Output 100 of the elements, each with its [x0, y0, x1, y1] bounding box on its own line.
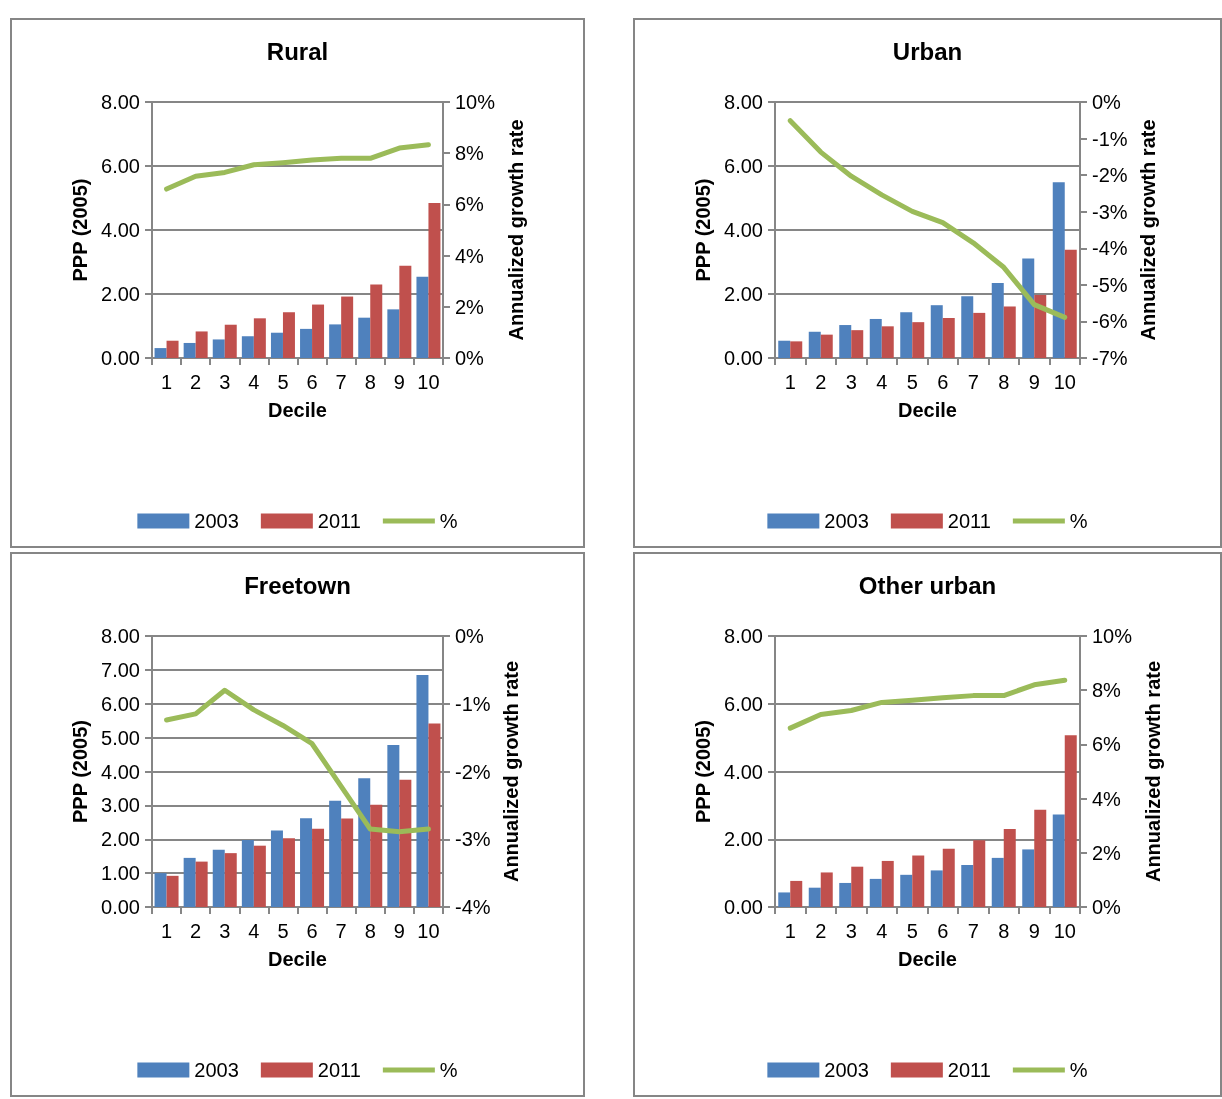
y2-tick-label: 4%	[455, 244, 485, 267]
x-tick-label: 8	[364, 920, 376, 942]
bar	[428, 723, 441, 907]
bar	[341, 296, 354, 358]
x-tick-label: 6	[306, 920, 318, 942]
bar	[241, 839, 254, 907]
y-tick-label: 1.00	[101, 862, 140, 885]
bar	[991, 283, 1004, 358]
x-tick-label: 7	[335, 920, 347, 942]
y-axis-title: PPP (2005)	[69, 719, 91, 824]
y2-tick-label: -1%	[455, 692, 491, 715]
bar	[300, 328, 313, 358]
bar	[387, 745, 400, 907]
bar	[930, 305, 943, 358]
y-tick-label: 2.00	[101, 283, 140, 305]
x-tick-label: 9	[1028, 920, 1040, 942]
bar	[961, 296, 974, 358]
bar	[282, 312, 295, 358]
y-tick-label: 6.00	[101, 692, 140, 715]
bar	[778, 892, 791, 907]
bar	[1034, 294, 1047, 358]
y2-tick-label: 2%	[1092, 841, 1122, 864]
bar	[1052, 182, 1065, 358]
y-tick-label: 2.00	[724, 283, 763, 305]
y2-tick-label: -4%	[455, 896, 491, 918]
y-tick-label: 0.00	[724, 347, 763, 369]
bar	[869, 878, 882, 907]
y2-tick-label: 0%	[455, 625, 485, 647]
x-tick-label: 9	[393, 371, 405, 393]
bar	[329, 324, 342, 358]
bar	[973, 312, 986, 358]
x-tick-label: 3	[845, 371, 857, 393]
x-tick-label: 1	[784, 371, 796, 393]
y-tick-label: 4.00	[724, 219, 763, 241]
bar	[399, 265, 412, 358]
chart-title: Rural	[266, 37, 329, 65]
y-tick-label: 2.00	[101, 828, 140, 851]
x-tick-label: 8	[998, 371, 1010, 393]
bar	[1064, 249, 1077, 358]
y2-tick-label: 2%	[455, 295, 485, 318]
x-tick-label: 3	[219, 920, 231, 942]
y-tick-label: 4.00	[101, 760, 140, 783]
y-tick-label: 6.00	[101, 155, 140, 177]
bar	[1064, 735, 1077, 907]
bar	[224, 853, 237, 907]
x-axis-title: Decile	[898, 948, 957, 970]
bar	[183, 342, 196, 358]
y-tick-label: 7.00	[101, 658, 140, 681]
x-tick-label: 9	[393, 920, 405, 942]
x-tick-label: 4	[876, 920, 888, 942]
legend-label: %	[439, 510, 458, 532]
bar	[195, 861, 208, 907]
bar	[341, 818, 354, 907]
bar	[1022, 258, 1035, 358]
x-tick-label: 10	[1053, 371, 1076, 393]
bar	[912, 855, 925, 907]
bar	[808, 887, 821, 907]
y-tick-label: 4.00	[724, 760, 763, 783]
y2-tick-label: 8%	[1092, 679, 1122, 702]
x-tick-label: 5	[906, 920, 918, 942]
legend-label: 2011	[317, 1059, 361, 1081]
x-tick-label: 3	[845, 920, 857, 942]
x-tick-label: 5	[277, 371, 289, 393]
x-tick-label: 1	[784, 920, 796, 942]
y-tick-label: 0.00	[101, 896, 140, 918]
x-tick-label: 2	[815, 371, 827, 393]
bar	[881, 326, 894, 358]
y2-tick-label: 6%	[455, 193, 485, 216]
chart-title: Urban	[892, 37, 963, 65]
bar	[154, 873, 167, 907]
bar	[312, 828, 325, 907]
bar	[869, 318, 882, 358]
x-tick-label: 1	[160, 920, 173, 942]
y2-tick-label: -2%	[1092, 164, 1128, 187]
y2-tick-label: 0%	[455, 347, 485, 369]
x-tick-label: 2	[815, 920, 827, 942]
bar	[428, 203, 441, 358]
bar	[212, 849, 225, 907]
bar	[270, 830, 283, 907]
x-tick-label: 6	[937, 371, 949, 393]
bar	[224, 324, 237, 358]
y-tick-label: 0.00	[724, 896, 763, 918]
x-tick-label: 7	[967, 920, 979, 942]
bar	[253, 845, 266, 907]
x-tick-label: 5	[906, 371, 918, 393]
bar	[212, 339, 225, 358]
y-tick-label: 4.00	[101, 219, 140, 241]
bar	[961, 865, 974, 907]
legend-label: 2011	[947, 510, 991, 532]
x-tick-label: 2	[190, 920, 202, 942]
y-tick-label: 3.00	[101, 794, 140, 817]
x-tick-label: 6	[306, 371, 318, 393]
y2-tick-label: -6%	[1092, 310, 1128, 333]
bar	[930, 870, 943, 907]
y2-tick-label: 6%	[1092, 733, 1122, 756]
bar	[166, 340, 179, 358]
y-tick-label: 5.00	[101, 726, 140, 749]
legend-label: %	[1069, 1059, 1088, 1081]
x-tick-label: 8	[998, 920, 1010, 942]
x-axis-title: Decile	[268, 399, 327, 421]
